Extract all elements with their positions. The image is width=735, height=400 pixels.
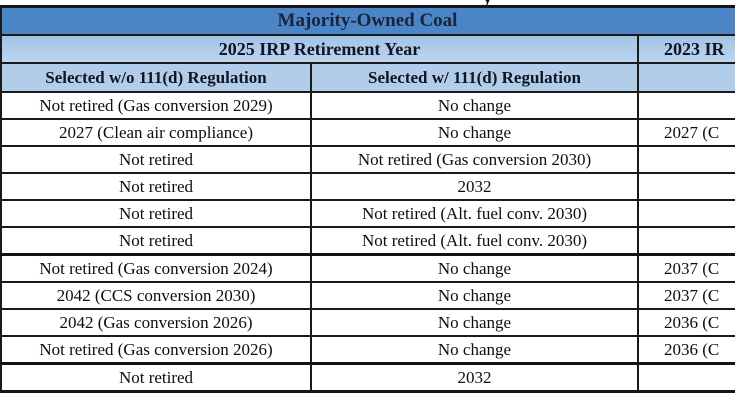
subheader-empty — [637, 62, 735, 93]
cell-with-111d: Not retired (Gas conversion 2030) — [310, 145, 639, 174]
table-row: Not retired Not retired (Gas conversion … — [0, 145, 735, 174]
cell-without-111d: Not retired (Gas conversion 2029) — [0, 91, 312, 120]
cell-2023-irp — [637, 91, 735, 120]
cell-with-111d: Not retired (Alt. fuel conv. 2030) — [310, 199, 639, 228]
cell-2023-irp: 2037 (C — [637, 253, 735, 283]
cell-with-111d: Not retired (Alt. fuel conv. 2030) — [310, 226, 639, 256]
cell-2023-irp: 2037 (C — [637, 281, 735, 310]
cell-2023-irp — [637, 199, 735, 228]
table-row: Not retired (Gas conversion 2024) No cha… — [0, 253, 735, 283]
cell-with-111d: No change — [310, 335, 639, 365]
table-row: Not retired (Gas conversion 2029) No cha… — [0, 91, 735, 120]
cell-with-111d: 2032 — [310, 362, 639, 393]
cell-without-111d: 2042 (CCS conversion 2030) — [0, 281, 312, 310]
cell-2023-irp — [637, 226, 735, 256]
table-row: 2027 (Clean air compliance) No change 20… — [0, 118, 735, 147]
cell-without-111d: Not retired — [0, 226, 312, 256]
cropped-glyph: y — [482, 0, 493, 5]
subheader-with-111d: Selected w/ 111(d) Regulation — [310, 62, 639, 93]
table-row: 2042 (CCS conversion 2030) No change 203… — [0, 281, 735, 310]
table-row: Not retired Not retired (Alt. fuel conv.… — [0, 199, 735, 228]
table-row: Not retired (Gas conversion 2026) No cha… — [0, 335, 735, 365]
table-row: 2042 (Gas conversion 2026) No change 203… — [0, 308, 735, 337]
table-row: Not retired 2032 — [0, 362, 735, 393]
cell-2023-irp — [637, 362, 735, 393]
cropped-text-fragment: y — [476, 0, 510, 5]
cell-with-111d: No change — [310, 253, 639, 283]
table-header-row: 2025 IRP Retirement Year 2023 IR — [0, 34, 735, 64]
cell-2023-irp — [637, 172, 735, 201]
cell-with-111d: No change — [310, 308, 639, 337]
header-2025-irp: 2025 IRP Retirement Year — [0, 34, 639, 64]
cell-without-111d: 2042 (Gas conversion 2026) — [0, 308, 312, 337]
cell-with-111d: No change — [310, 91, 639, 120]
cell-without-111d: Not retired (Gas conversion 2024) — [0, 253, 312, 283]
table-title-row: Majority-Owned Coal — [0, 5, 735, 36]
header-2023-irp-clipped: 2023 IR — [637, 34, 735, 64]
cell-2023-irp: 2027 (C — [637, 118, 735, 147]
cell-2023-irp — [637, 145, 735, 174]
cell-without-111d: Not retired — [0, 362, 312, 393]
cell-without-111d: Not retired — [0, 172, 312, 201]
cell-without-111d: 2027 (Clean air compliance) — [0, 118, 312, 147]
coal-retirement-table: Majority-Owned Coal 2025 IRP Retirement … — [0, 5, 735, 393]
table-title-cell: Majority-Owned Coal — [0, 5, 735, 36]
table-title: Majority-Owned Coal — [277, 10, 458, 31]
cell-without-111d: Not retired (Gas conversion 2026) — [0, 335, 312, 365]
cell-without-111d: Not retired — [0, 199, 312, 228]
cell-with-111d: No change — [310, 281, 639, 310]
table-row: Not retired 2032 — [0, 172, 735, 201]
cell-with-111d: No change — [310, 118, 639, 147]
table-row: Not retired Not retired (Alt. fuel conv.… — [0, 226, 735, 256]
cell-2023-irp: 2036 (C — [637, 335, 735, 365]
cell-2023-irp: 2036 (C — [637, 308, 735, 337]
cell-without-111d: Not retired — [0, 145, 312, 174]
cell-with-111d: 2032 — [310, 172, 639, 201]
subheader-without-111d: Selected w/o 111(d) Regulation — [0, 62, 312, 93]
table-subheader-row: Selected w/o 111(d) Regulation Selected … — [0, 62, 735, 93]
